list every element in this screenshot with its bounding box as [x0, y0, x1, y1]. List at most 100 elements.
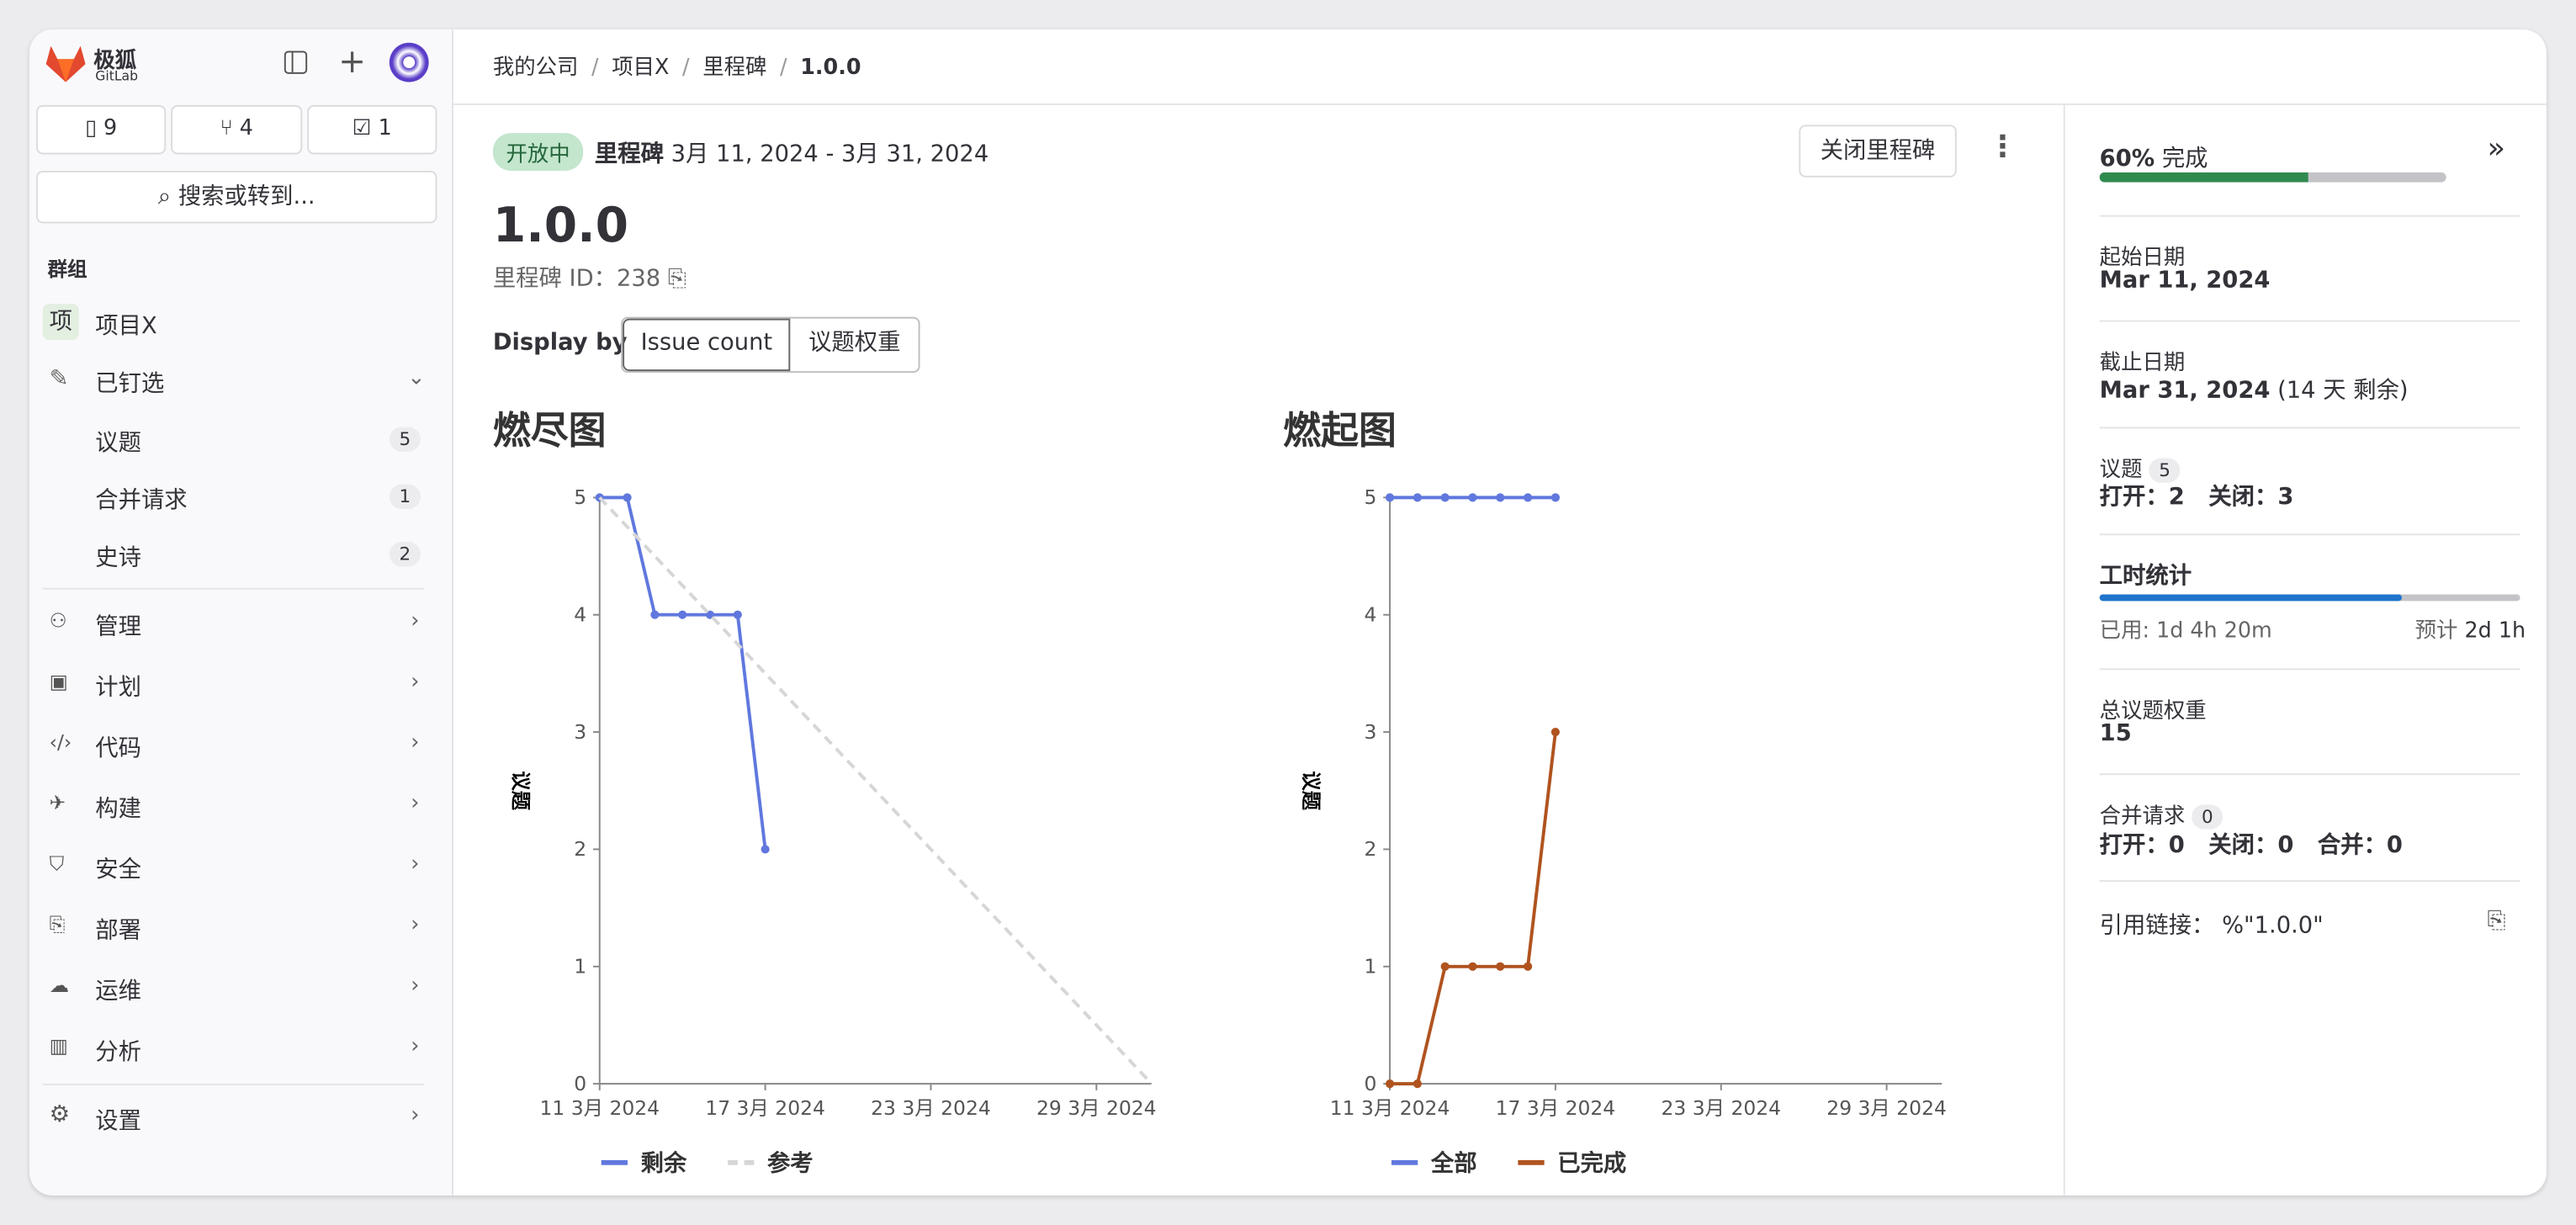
point — [1496, 493, 1505, 502]
point — [1550, 727, 1560, 737]
y-tick-label: 0 — [1365, 1072, 1377, 1095]
field-value: 打开：2 关闭：3 — [2100, 480, 2294, 512]
search[interactable]: ⌕ 搜索或转到... — [35, 170, 437, 224]
legend-label: 剩余 — [641, 1150, 687, 1177]
settings[interactable]: 设置 — [95, 1108, 141, 1135]
crumb[interactable]: 项目X — [612, 56, 670, 81]
field-label: 议题 5 — [2100, 452, 2181, 483]
field-label: 截止日期 — [2099, 351, 2186, 376]
status-badge: 开放中 — [492, 133, 584, 171]
milestone-meta: 里程碑 3月 11, 2024 - 3月 31, 2024 — [595, 136, 989, 169]
crumb: 1.0.0 — [800, 56, 861, 81]
point — [1550, 493, 1560, 502]
point — [678, 610, 687, 619]
value: 2 — [2168, 484, 2185, 511]
pinned-item[interactable]: 史诗 — [95, 544, 141, 572]
divider — [2099, 880, 2520, 883]
pinned-item[interactable]: 合并请求 — [95, 487, 188, 514]
divider — [2099, 668, 2520, 671]
field-label: 工时统计 — [2099, 563, 2192, 590]
chevron: › — [411, 670, 420, 695]
point — [623, 493, 632, 502]
divider — [2099, 215, 2520, 217]
menu-item[interactable]: 运维 — [95, 978, 141, 1005]
menu-item[interactable]: 部署 — [95, 918, 141, 945]
menu-item[interactable]: 代码 — [95, 735, 141, 762]
value: %"1.0.0" — [2222, 913, 2324, 940]
label: 打开： — [2099, 832, 2169, 859]
toggle: Issue count 议题权重 — [621, 316, 920, 374]
chevron: › — [411, 609, 420, 634]
legend-label: 全部 — [1430, 1150, 1477, 1177]
point — [1524, 962, 1533, 971]
more-actions[interactable]: ⋮ — [1987, 130, 2018, 165]
time-bar — [2099, 594, 2403, 602]
crumb[interactable]: 我的公司 — [492, 56, 579, 81]
toggle-sidebar[interactable] — [283, 50, 309, 76]
value: 0 — [2168, 832, 2185, 859]
chevron: › — [411, 1034, 420, 1059]
menu-item[interactable]: 管理 — [95, 613, 141, 641]
menu-item[interactable]: 构建 — [95, 796, 141, 823]
menu-item[interactable]: 安全 — [95, 856, 141, 884]
point — [1496, 962, 1505, 971]
y-axis-label: 议题 — [509, 771, 533, 810]
section: 群组 — [47, 257, 87, 281]
chevron: › — [411, 913, 420, 938]
x-tick-label: 11 3月 2024 — [539, 1096, 660, 1120]
label: 合并请求 — [2099, 804, 2186, 830]
copy-reference[interactable]: ⎘ — [2487, 908, 2506, 935]
field-label: 起始日期 — [2099, 246, 2186, 272]
field-value: 打开：0 关闭：0 合并：0 — [2100, 828, 2403, 861]
legend-label: 参考 — [767, 1150, 814, 1177]
close-milestone[interactable]: 关闭里程碑 — [1799, 125, 1957, 178]
badge: 1 — [389, 484, 421, 510]
mr-counter[interactable]: ⑂ 4 — [171, 104, 303, 155]
pin-icon: ✎ — [49, 366, 69, 393]
logo — [45, 45, 86, 82]
value: 0 — [2277, 832, 2294, 859]
collapse[interactable]: » — [2487, 131, 2506, 167]
project[interactable]: 项目X — [95, 313, 157, 341]
toggle-option[interactable]: 议题权重 — [808, 330, 901, 357]
menu-icon: ☁ — [49, 973, 70, 997]
divider — [42, 587, 424, 590]
value: 3 — [2277, 484, 2294, 511]
menu-icon: ⚇ — [49, 609, 67, 633]
menu-icon: ▣ — [49, 670, 68, 693]
menu-item[interactable]: 计划 — [95, 675, 141, 702]
point — [1385, 493, 1395, 502]
menu-icon: ▥ — [49, 1034, 68, 1058]
field-value: 15 — [2099, 720, 2132, 748]
chevron: › — [411, 973, 420, 999]
id: 238 — [617, 266, 661, 293]
progress-bar — [2099, 172, 2308, 183]
time-spent: 已用: 1d 4h 20m — [2099, 618, 2272, 644]
search-text: 搜索或转到... — [178, 183, 315, 210]
chevron: › — [411, 730, 420, 756]
pinned[interactable]: 已钉选 — [95, 371, 165, 398]
pinned-item[interactable]: 议题 — [95, 430, 141, 457]
copy-icon[interactable]: ⎘ — [667, 266, 686, 293]
new-button[interactable]: + — [338, 40, 367, 81]
x-tick-label: 29 3月 2024 — [1826, 1096, 1947, 1120]
toggle-option[interactable]: Issue count — [623, 318, 791, 372]
avatar[interactable] — [389, 42, 429, 82]
point — [761, 845, 770, 854]
y-tick-label: 0 — [574, 1072, 586, 1095]
y-tick-label: 3 — [1365, 720, 1377, 744]
divider — [42, 1084, 424, 1086]
menu-item[interactable]: 分析 — [95, 1039, 141, 1066]
series-line — [1390, 731, 1557, 1086]
count: 1 — [378, 116, 392, 141]
y-tick-label: 1 — [1365, 955, 1377, 978]
divider — [2063, 103, 2065, 1196]
divider — [2099, 427, 2520, 429]
x-tick-label: 17 3月 2024 — [1496, 1096, 1616, 1120]
crumb[interactable]: 里程碑 — [702, 56, 767, 81]
point — [650, 610, 660, 619]
todo-counter[interactable]: ☑ 1 — [307, 104, 437, 155]
y-tick-label: 5 — [574, 485, 586, 509]
issues-counter[interactable]: ▯ 9 — [35, 104, 167, 155]
